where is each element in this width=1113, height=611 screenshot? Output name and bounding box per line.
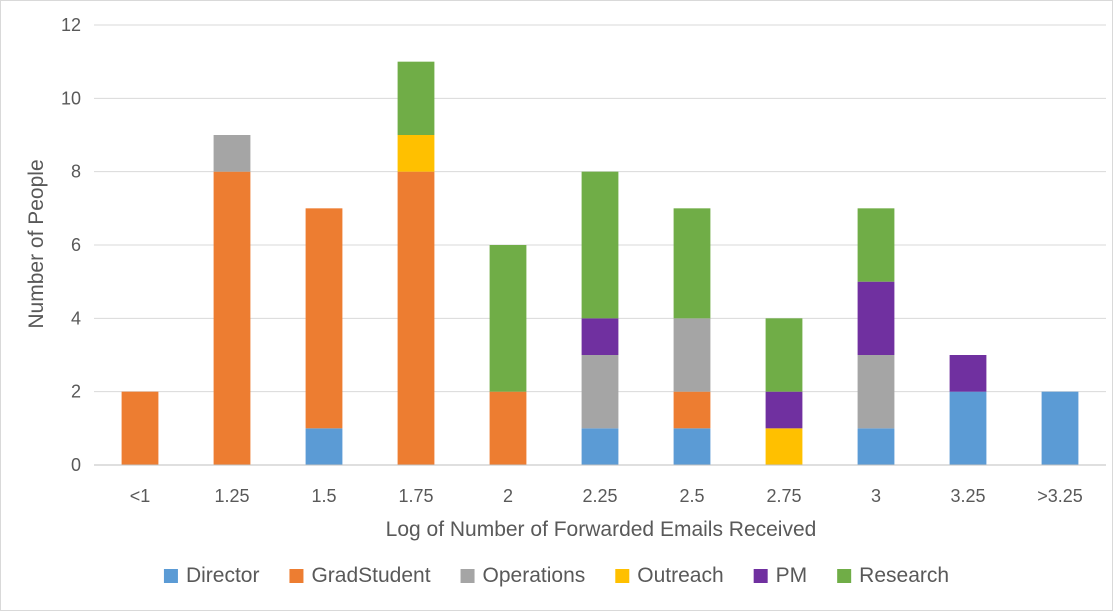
y-tick-label: 2 xyxy=(71,382,81,402)
bar-segment-director-8 xyxy=(857,428,895,465)
x-tick-label: 2 xyxy=(503,486,513,506)
bar-segment-director-2 xyxy=(305,428,343,465)
bar-segment-gradstudent-4 xyxy=(489,391,527,465)
legend-swatch-operations xyxy=(460,569,475,583)
bar-segment-pm-7 xyxy=(765,391,803,429)
bar-segment-pm-5 xyxy=(581,318,619,355)
bar-segment-director-9 xyxy=(949,391,987,465)
y-tick-label: 12 xyxy=(61,15,81,35)
y-axis-title: Number of People xyxy=(25,159,48,328)
bar-segment-research-6 xyxy=(673,208,711,319)
y-tick-label: 6 xyxy=(71,235,81,255)
y-tick-label: 4 xyxy=(71,308,81,328)
x-tick-label: 1.5 xyxy=(311,486,336,506)
x-tick-label: <1 xyxy=(130,486,151,506)
bar-segment-research-8 xyxy=(857,208,895,282)
bar-segment-research-4 xyxy=(489,245,527,392)
bar-segment-gradstudent-0 xyxy=(121,391,159,465)
bar-segment-gradstudent-1 xyxy=(213,171,251,465)
y-tick-label: 10 xyxy=(61,88,81,108)
bar-segment-research-3 xyxy=(397,61,435,135)
bar-segment-operations-5 xyxy=(581,355,619,429)
y-tick-label: 0 xyxy=(71,455,81,475)
bar-segment-operations-6 xyxy=(673,318,711,392)
bar-segment-operations-1 xyxy=(213,135,251,172)
bar-segment-gradstudent-3 xyxy=(397,171,435,465)
x-tick-label: 1.75 xyxy=(398,486,433,506)
x-tick-label: 2.75 xyxy=(766,486,801,506)
bar-segment-director-6 xyxy=(673,428,711,465)
legend-swatch-outreach xyxy=(615,569,630,583)
bar-segment-director-5 xyxy=(581,428,619,465)
legend-label-gradstudent: GradStudent xyxy=(311,564,430,587)
y-tick-label: 8 xyxy=(71,162,81,182)
axes: 0 2 4 6 8 10 12 <1 1.25 1.5 1.75 2 2.25 2.5 2.75 3 3.25 >… xyxy=(61,15,1106,506)
bars xyxy=(121,61,1079,465)
bar-segment-outreach-3 xyxy=(397,135,435,172)
legend-label-research: Research xyxy=(859,564,949,587)
bar-segment-director-10 xyxy=(1041,391,1079,465)
x-tick-label: 3.25 xyxy=(950,486,985,506)
bar-segment-pm-9 xyxy=(949,355,987,392)
bar-segment-research-7 xyxy=(765,318,803,392)
bar-segment-gradstudent-2 xyxy=(305,208,343,429)
bar-segment-outreach-7 xyxy=(765,428,803,465)
x-tick-label: >3.25 xyxy=(1037,486,1083,506)
x-tick-label: 1.25 xyxy=(214,486,249,506)
legend-label-operations: Operations xyxy=(483,564,586,587)
legend-swatch-director xyxy=(163,569,178,583)
legend-swatch-gradstudent xyxy=(289,569,304,583)
x-tick-label: 3 xyxy=(871,486,881,506)
bar-segment-research-5 xyxy=(581,171,619,319)
legend-label-outreach: Outreach xyxy=(637,564,723,587)
x-tick-label: 2.25 xyxy=(582,486,617,506)
legend-label-pm: PM xyxy=(776,564,808,587)
legend-swatch-research xyxy=(837,569,852,583)
legend-label-director: Director xyxy=(186,564,260,587)
bar-segment-operations-8 xyxy=(857,355,895,429)
bar-segment-pm-8 xyxy=(857,281,895,355)
x-axis-title: Log of Number of Forwarded Emails Receiv… xyxy=(386,518,817,541)
x-tick-label: 2.5 xyxy=(679,486,704,506)
legend: Director GradStudent Operations Outreach PM R… xyxy=(163,564,949,587)
bar-segment-gradstudent-6 xyxy=(673,391,711,429)
legend-swatch-pm xyxy=(753,569,768,583)
